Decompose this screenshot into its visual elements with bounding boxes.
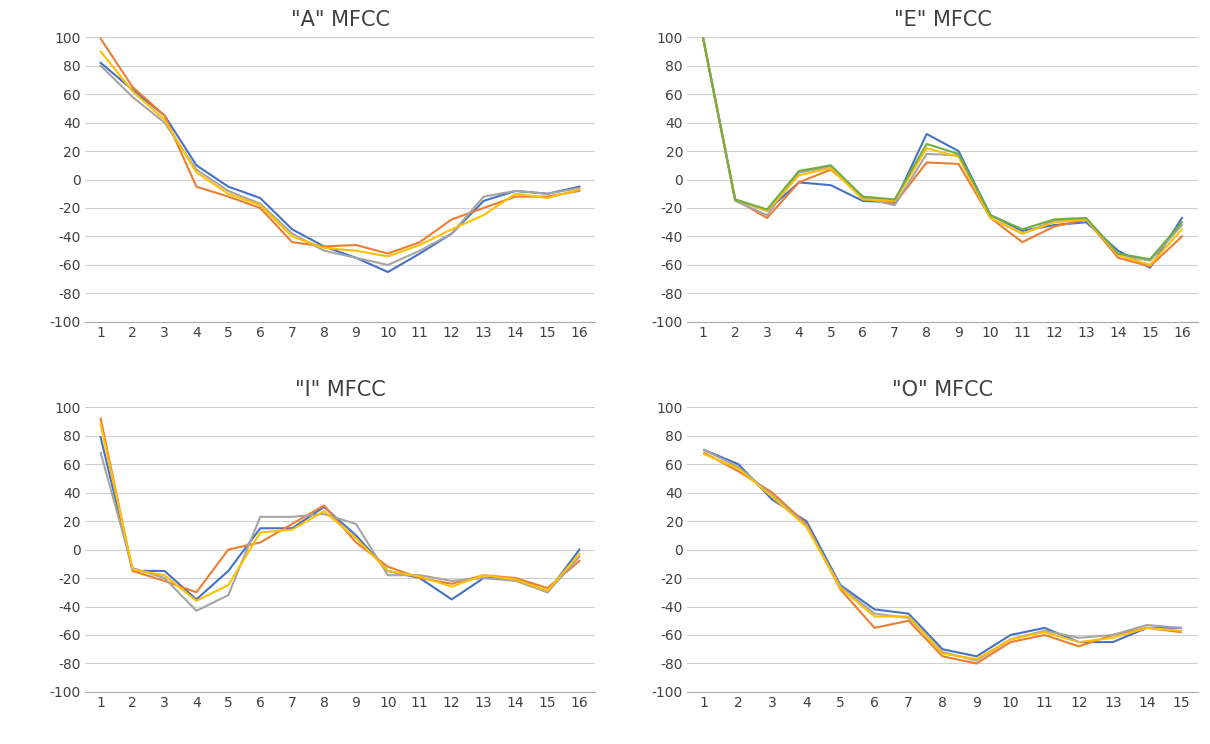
Title: "E" MFCC: "E" MFCC: [894, 10, 991, 30]
Title: "O" MFCC: "O" MFCC: [892, 380, 993, 400]
Title: "A" MFCC: "A" MFCC: [290, 10, 390, 30]
Title: "I" MFCC: "I" MFCC: [295, 380, 386, 400]
